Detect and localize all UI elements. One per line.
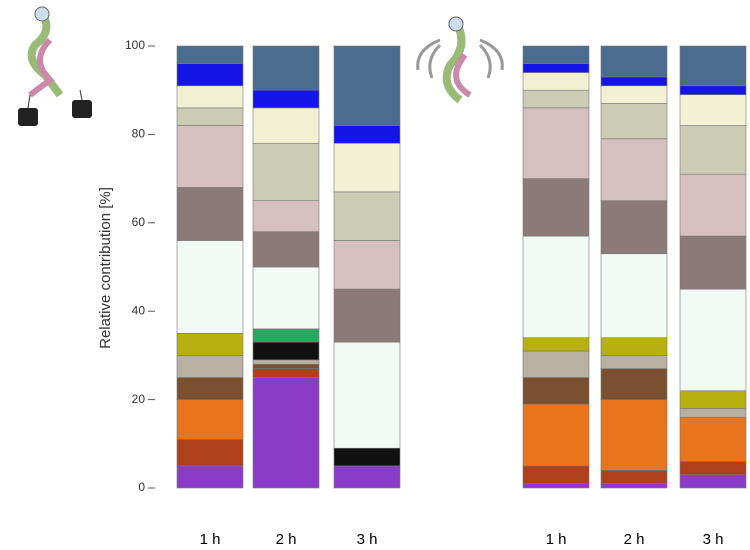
bar-segment	[680, 289, 746, 391]
bar-segment	[680, 408, 746, 417]
bar-segment	[334, 466, 400, 488]
bar-segment	[253, 232, 319, 267]
bar-segment	[601, 355, 667, 368]
icon-right	[418, 17, 503, 100]
bar-segment	[601, 254, 667, 338]
bar-segment	[253, 329, 319, 342]
x-tick-label: 2 h	[624, 531, 645, 548]
bar-segment	[680, 461, 746, 474]
bar-segment	[177, 400, 243, 440]
bar-segment	[523, 108, 589, 179]
y-tick-label: 0	[138, 480, 145, 494]
bar-segment	[334, 143, 400, 192]
bar-segment	[253, 360, 319, 364]
y-tick-label: 60	[132, 215, 146, 229]
bar-segment	[334, 46, 400, 126]
bar-segment	[334, 289, 400, 342]
bar-segment	[334, 448, 400, 466]
bar-segment	[680, 46, 746, 86]
bar-segment	[253, 364, 319, 368]
bar-segment	[601, 46, 667, 77]
bar-segment	[177, 108, 243, 126]
bar-segment	[601, 77, 667, 86]
bar-segment	[253, 267, 319, 329]
bar-segment	[253, 143, 319, 200]
bar-segment	[334, 126, 400, 144]
bar-segment	[523, 236, 589, 338]
bar-segment	[334, 192, 400, 241]
y-tick-label: 80	[132, 127, 146, 141]
bar-segment	[523, 351, 589, 378]
x-tick-label: 1 h	[546, 531, 567, 548]
bar-segment	[523, 64, 589, 73]
x-tick-label: 2 h	[276, 531, 297, 548]
bar-segment	[253, 342, 319, 360]
bar-segment	[601, 484, 667, 488]
y-tick-label: 20	[132, 392, 146, 406]
bar-segment	[334, 342, 400, 448]
bar-segment	[680, 236, 746, 289]
bar-segment	[177, 64, 243, 86]
bar-segment	[177, 355, 243, 377]
bar-segment	[177, 378, 243, 400]
bar-segment	[523, 179, 589, 236]
bar-segment	[680, 174, 746, 236]
bar-segment	[523, 378, 589, 405]
bar-segment	[680, 417, 746, 461]
bar-segment	[680, 95, 746, 126]
y-tick-label: 100	[125, 38, 145, 52]
bar-segment	[523, 484, 589, 488]
y-tick-label: 40	[132, 303, 146, 317]
bar-segment	[334, 240, 400, 289]
bar-segment	[253, 108, 319, 143]
bar-segment	[601, 369, 667, 400]
bar-segment	[601, 400, 667, 471]
bar-segment	[680, 475, 746, 488]
bar-segment	[253, 369, 319, 378]
bar-segment	[601, 201, 667, 254]
bar-segment	[601, 103, 667, 138]
bar-segment	[177, 466, 243, 488]
bar-segment	[680, 391, 746, 409]
bar-segment	[523, 46, 589, 64]
bar-segment	[177, 439, 243, 466]
bar-segment	[523, 404, 589, 466]
bar-segment	[177, 126, 243, 188]
bar-segment	[680, 126, 746, 175]
bar-segment	[253, 378, 319, 489]
bar-segment	[601, 470, 667, 483]
bar-segment	[177, 46, 243, 64]
y-axis-label: Relative contribution [%]	[97, 187, 114, 349]
bar-segment	[177, 333, 243, 355]
bar-segment	[177, 86, 243, 108]
bar-segment	[601, 338, 667, 356]
bar-segment	[680, 86, 746, 95]
bar-segment	[177, 187, 243, 240]
chart: Relative contribution [%] 0 20 40 60 80 100 1 …	[0, 0, 750, 550]
bar-segment	[601, 86, 667, 104]
bar-segment	[253, 46, 319, 90]
bar-segment	[523, 90, 589, 108]
bar-segment	[253, 201, 319, 232]
icon-left	[18, 7, 92, 126]
x-tick-label: 3 h	[703, 531, 724, 548]
x-tick-label: 3 h	[357, 531, 378, 548]
bar-segment	[523, 73, 589, 91]
bar-segment	[253, 90, 319, 108]
bar-segment	[601, 139, 667, 201]
bar-segment	[177, 240, 243, 333]
x-tick-label: 1 h	[200, 531, 221, 548]
bar-segment	[523, 466, 589, 484]
bar-segment	[523, 338, 589, 351]
